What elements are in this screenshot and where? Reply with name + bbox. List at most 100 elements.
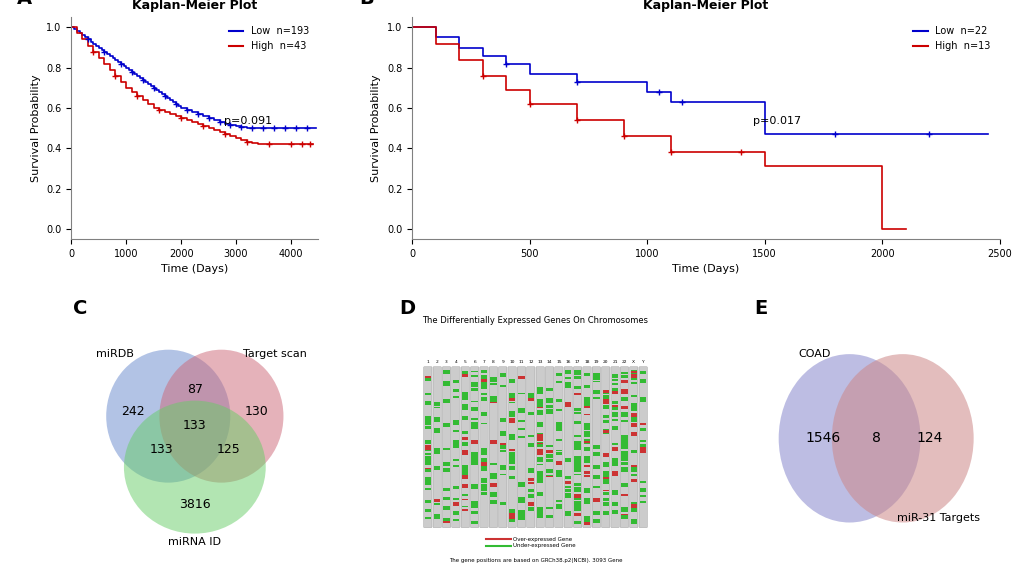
Bar	[499, 474, 505, 475]
Bar	[452, 486, 459, 489]
Bar	[527, 468, 534, 473]
Text: 7: 7	[482, 360, 485, 364]
Bar	[424, 460, 431, 464]
Bar	[462, 506, 468, 507]
Bar	[490, 476, 496, 479]
X-axis label: Time (Days): Time (Days)	[161, 264, 228, 274]
Bar	[583, 397, 590, 399]
Bar	[602, 391, 608, 394]
Bar	[424, 517, 431, 518]
Bar	[639, 444, 646, 447]
Ellipse shape	[106, 350, 230, 483]
FancyBboxPatch shape	[573, 367, 581, 528]
Bar	[452, 519, 459, 521]
Text: 2: 2	[435, 360, 438, 364]
Bar	[443, 370, 449, 372]
Bar	[555, 461, 561, 465]
Bar	[593, 380, 599, 383]
Bar	[490, 379, 496, 382]
Bar	[471, 388, 477, 391]
Bar	[574, 393, 580, 395]
Bar	[536, 514, 543, 518]
Bar	[565, 481, 571, 484]
Bar	[434, 417, 440, 421]
Bar	[602, 498, 608, 501]
Bar	[508, 411, 515, 415]
Bar	[480, 448, 487, 453]
Bar	[621, 375, 627, 378]
Text: miRNA ID: miRNA ID	[168, 538, 221, 547]
Text: 14: 14	[546, 360, 551, 364]
Bar	[499, 502, 505, 505]
Bar	[424, 487, 431, 490]
Text: 125: 125	[216, 443, 239, 456]
FancyBboxPatch shape	[545, 367, 553, 528]
Text: miR-31 Targets: miR-31 Targets	[896, 513, 978, 523]
Bar	[630, 406, 636, 411]
Text: 3816: 3816	[179, 498, 211, 512]
Bar	[621, 507, 627, 510]
Bar	[574, 521, 580, 524]
Bar	[518, 392, 524, 394]
Bar	[555, 399, 561, 402]
Bar	[555, 427, 561, 431]
Bar	[480, 466, 487, 468]
FancyBboxPatch shape	[433, 367, 441, 528]
Bar	[583, 439, 590, 442]
Bar	[546, 409, 552, 413]
Text: 21: 21	[611, 360, 618, 364]
Bar	[593, 477, 599, 480]
Bar	[508, 379, 515, 383]
Bar	[583, 523, 590, 525]
Bar	[480, 413, 487, 416]
Bar	[583, 442, 590, 444]
Bar	[574, 483, 580, 486]
Bar	[611, 388, 618, 392]
Bar	[452, 465, 459, 467]
Bar	[462, 374, 468, 377]
FancyBboxPatch shape	[479, 367, 488, 528]
Bar	[565, 496, 571, 498]
FancyBboxPatch shape	[461, 367, 469, 528]
Bar	[527, 507, 534, 511]
Bar	[621, 446, 627, 449]
Bar	[480, 468, 487, 471]
Bar	[424, 456, 431, 461]
Bar	[518, 376, 524, 379]
Bar	[490, 463, 496, 465]
Text: 10: 10	[508, 360, 515, 364]
Bar	[621, 414, 627, 417]
Bar	[555, 475, 561, 477]
Bar	[555, 506, 561, 509]
Bar	[480, 398, 487, 401]
Bar	[574, 521, 580, 522]
Bar	[630, 370, 636, 373]
Bar	[546, 469, 552, 473]
Bar	[462, 432, 468, 434]
Bar	[630, 374, 636, 379]
Text: 1546: 1546	[805, 431, 840, 445]
Bar	[508, 451, 515, 456]
Bar	[490, 440, 496, 444]
Bar	[536, 453, 543, 455]
Bar	[639, 440, 646, 442]
Bar	[471, 440, 477, 444]
Bar	[555, 421, 561, 426]
Bar	[508, 449, 515, 451]
Text: 1: 1	[426, 360, 429, 364]
Bar	[536, 434, 543, 438]
Bar	[452, 389, 459, 392]
Bar	[574, 442, 580, 446]
Bar	[630, 467, 636, 472]
Bar	[621, 516, 627, 520]
Bar	[574, 386, 580, 389]
Bar	[555, 473, 561, 477]
Bar	[611, 405, 618, 409]
Bar	[611, 412, 618, 417]
Bar	[621, 462, 627, 465]
Bar	[574, 457, 580, 461]
Text: 133: 133	[182, 418, 207, 432]
Bar	[583, 457, 590, 460]
Bar	[452, 459, 459, 461]
Bar	[621, 443, 627, 447]
